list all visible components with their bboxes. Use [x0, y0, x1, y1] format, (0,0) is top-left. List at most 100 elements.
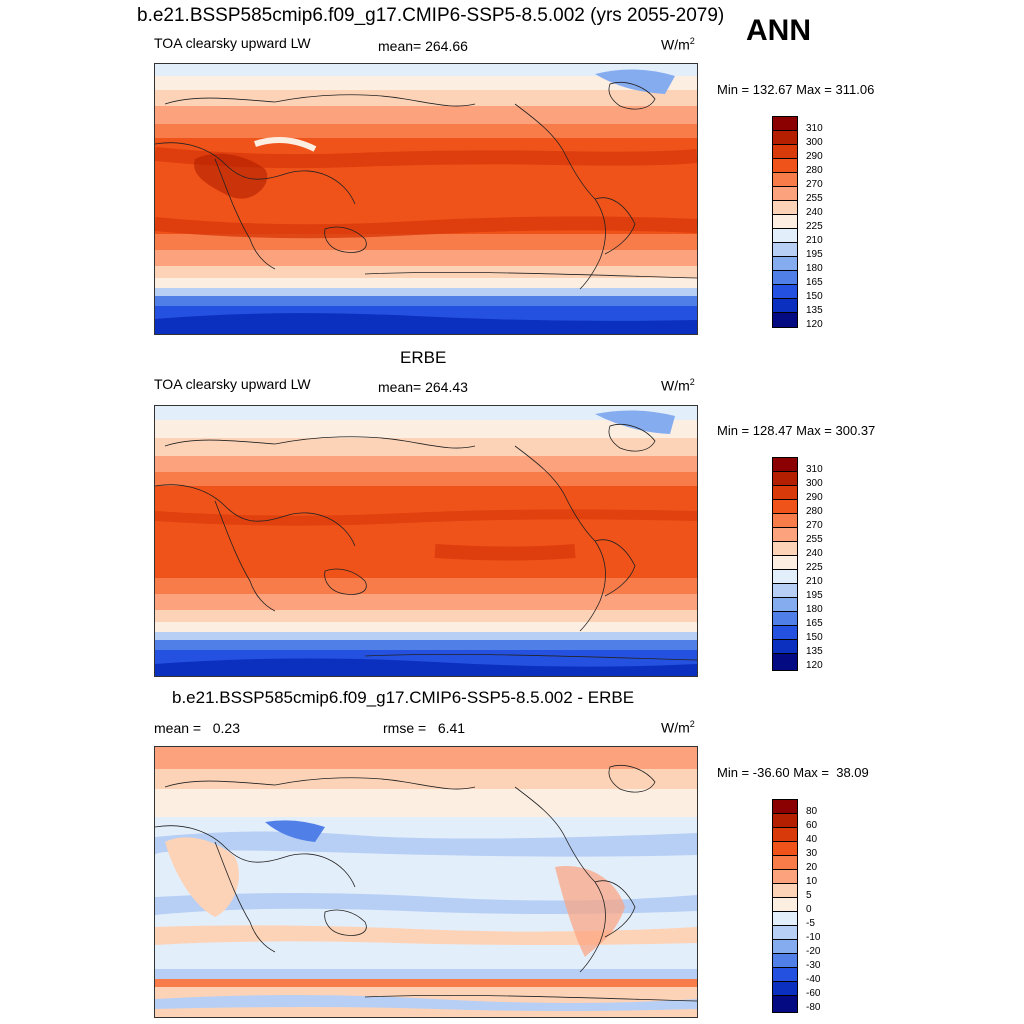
panel3-colorbar-swatch — [773, 800, 797, 814]
panel2-colorbar-label: 135 — [806, 646, 823, 657]
panel1-colorbar-swatch — [773, 299, 797, 313]
panel1-colorbar-swatch — [773, 229, 797, 243]
panel2-colorbar-swatch — [773, 528, 797, 542]
panel2-minmax: Min = 128.47 Max = 300.37 — [717, 423, 876, 438]
panel2-colorbar-label: 165 — [806, 618, 823, 629]
panel1-colorbar-label: 225 — [806, 221, 823, 232]
panel3-colorbar-label: 5 — [806, 890, 812, 901]
panel2-units: W/m2 — [661, 377, 695, 394]
panel1-colorbar-label: 290 — [806, 151, 823, 162]
panel1-colorbar-label: 300 — [806, 137, 823, 148]
panel1-colorbar-swatch — [773, 117, 797, 131]
panel2-colorbar-label: 225 — [806, 562, 823, 573]
panel1-colorbar-label: 280 — [806, 165, 823, 176]
panel1-colorbar-swatch — [773, 271, 797, 285]
panel2-colorbar-swatch — [773, 654, 797, 670]
panel1-colorbar-label: 120 — [806, 319, 823, 330]
panel3-colorbar-label: 10 — [806, 876, 818, 887]
panel2-colorbar-swatch — [773, 598, 797, 612]
panel3-colorbar-label: -60 — [806, 988, 821, 999]
panel3-colorbar-label: 30 — [806, 848, 818, 859]
panel3-mean-label: mean = 0.23 — [154, 720, 241, 736]
panel2-colorbar-label: 255 — [806, 534, 823, 545]
panel1-colorbar-swatch — [773, 313, 797, 327]
panel1-colorbar-swatch — [773, 215, 797, 229]
panel3-colorbar-label: 20 — [806, 862, 818, 873]
panel2-colorbar-label: 195 — [806, 590, 823, 601]
panel2-colorbar-swatch — [773, 556, 797, 570]
panel2-variable-label: TOA clearsky upward LW — [154, 376, 311, 392]
panel1-colorbar-swatch — [773, 145, 797, 159]
panel3-minmax: Min = -36.60 Max = 38.09 — [717, 765, 869, 780]
panel2-colorbar-label: 150 — [806, 632, 823, 643]
panel3-units: W/m2 — [661, 719, 695, 736]
panel1-colorbar-swatch — [773, 201, 797, 215]
panel3-colorbar-label: 0 — [806, 904, 812, 915]
panel3-colorbar-label: -10 — [806, 932, 821, 943]
panel2-colorbar-swatch — [773, 612, 797, 626]
panel3-colorbar-swatch — [773, 968, 797, 982]
panel1-colorbar-label: 135 — [806, 305, 823, 316]
panel3-colorbar-label: -5 — [806, 918, 815, 929]
panel1-colorbar-label: 195 — [806, 249, 823, 260]
panel2-title: ERBE — [400, 348, 447, 367]
panel3-title: b.e21.BSSP585cmip6.f09_g17.CMIP6-SSP5-8.… — [172, 688, 635, 707]
panel1-colorbar-swatch — [773, 187, 797, 201]
panel1-colorbar-swatch — [773, 159, 797, 173]
panel3-colorbar-swatch — [773, 814, 797, 828]
panel1-minmax: Min = 132.67 Max = 311.06 — [717, 82, 875, 97]
panel2-colorbar-label: 300 — [806, 478, 823, 489]
panel2-colorbar-swatch — [773, 584, 797, 598]
panel1-units: W/m2 — [661, 36, 695, 53]
panel2-colorbar-label: 180 — [806, 604, 823, 615]
panel2-colorbar-swatch — [773, 458, 797, 472]
panel2-colorbar-label: 120 — [806, 660, 823, 671]
panel2-colorbar-label: 280 — [806, 506, 823, 517]
panel3-colorbar-swatch — [773, 884, 797, 898]
panel3-rmse-label: rmse = 6.41 — [383, 720, 466, 736]
panel2-colorbar-swatch — [773, 514, 797, 528]
panel2-map-plot — [155, 406, 697, 676]
panel3-colorbar-label: -40 — [806, 974, 821, 985]
panel2-map — [154, 405, 698, 677]
season-label: ANN — [746, 14, 811, 47]
panel3-colorbar-label: -20 — [806, 946, 821, 957]
panel2-mean-label: mean= 264.43 — [378, 379, 468, 395]
panel1-colorbar — [772, 116, 798, 328]
panel1-map — [154, 63, 698, 335]
panel3-colorbar-swatch — [773, 982, 797, 996]
panel2-colorbar-swatch — [773, 570, 797, 584]
panel1-colorbar-swatch — [773, 173, 797, 187]
panel3-colorbar-swatch — [773, 996, 797, 1012]
panel1-mean-label: mean= 264.66 — [378, 38, 468, 54]
panel2-colorbar-label: 290 — [806, 492, 823, 503]
panel3-colorbar-swatch — [773, 912, 797, 926]
panel3-colorbar — [772, 799, 798, 1013]
panel1-map-plot — [155, 64, 697, 334]
panel3-colorbar-swatch — [773, 828, 797, 842]
panel1-colorbar-label: 270 — [806, 179, 823, 190]
panel2-colorbar-label: 310 — [806, 464, 823, 475]
panel3-colorbar-swatch — [773, 898, 797, 912]
panel3-colorbar-label: 80 — [806, 806, 818, 817]
panel1-colorbar-label: 165 — [806, 277, 823, 288]
panel3-map — [154, 746, 698, 1018]
panel2-colorbar — [772, 457, 798, 671]
panel2-colorbar-swatch — [773, 626, 797, 640]
panel2-colorbar-label: 270 — [806, 520, 823, 531]
panel2-colorbar-swatch — [773, 472, 797, 486]
panel3-colorbar-swatch — [773, 954, 797, 968]
panel1-colorbar-swatch — [773, 131, 797, 145]
panel1-colorbar-swatch — [773, 285, 797, 299]
panel2-colorbar-swatch — [773, 542, 797, 556]
panel1-colorbar-swatch — [773, 243, 797, 257]
panel2-colorbar-swatch — [773, 500, 797, 514]
panel1-colorbar-label: 255 — [806, 193, 823, 204]
panel3-colorbar-swatch — [773, 926, 797, 940]
model-title: b.e21.BSSP585cmip6.f09_g17.CMIP6-SSP5-8.… — [137, 5, 725, 26]
panel3-map-plot — [155, 747, 697, 1017]
panel3-colorbar-label: 40 — [806, 834, 818, 845]
panel2-colorbar-label: 240 — [806, 548, 823, 559]
panel1-colorbar-swatch — [773, 257, 797, 271]
panel1-colorbar-label: 240 — [806, 207, 823, 218]
